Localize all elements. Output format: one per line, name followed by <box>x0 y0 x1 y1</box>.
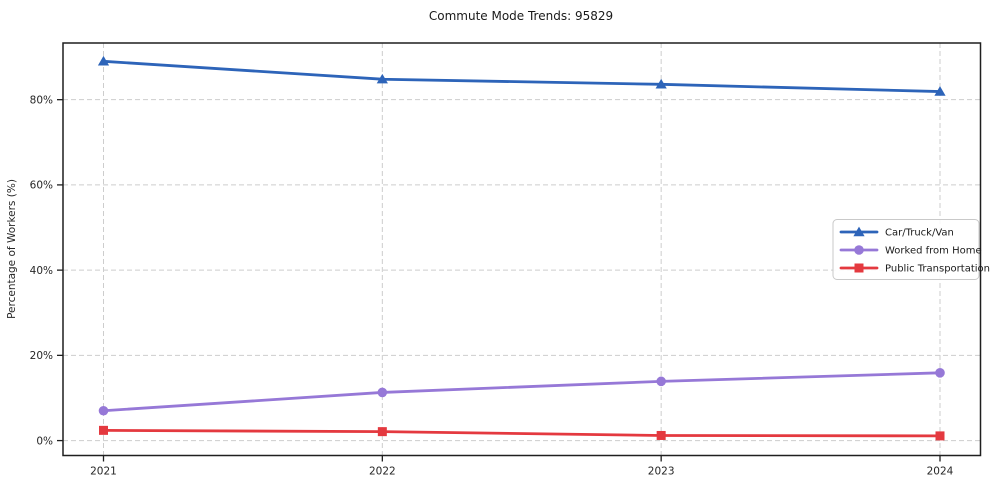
legend: Car/Truck/Van Worked from Home Public Tran… <box>832 219 990 280</box>
series-line-car-truck-van <box>102 59 942 93</box>
legend-label: Car/Truck/Van <box>885 228 954 239</box>
legend-item-worked-from-home: Worked from Home <box>839 245 982 257</box>
plot-border <box>62 42 982 457</box>
legend-marker-circle-icon <box>854 245 864 255</box>
data-point-public-transportation-2023 <box>656 430 666 440</box>
x-tick-label: 2024 <box>927 466 954 478</box>
series-layer <box>97 55 946 441</box>
data-point-worked-from-home-2021 <box>98 405 109 416</box>
legend-box <box>832 219 980 280</box>
data-point-car-truck-van-2023 <box>655 78 667 89</box>
y-tick-label: 0% <box>36 435 53 447</box>
data-point-car-truck-van-2022 <box>376 73 388 84</box>
legend-item-public-transportation: Public Transportation <box>839 263 990 275</box>
legend-item-car-truck-van: Car/Truck/Van <box>839 226 954 239</box>
data-point-car-truck-van-2024 <box>934 86 946 96</box>
x-tick-label: 2021 <box>90 466 117 478</box>
legend-marker-triangle-icon <box>853 226 865 237</box>
data-point-car-truck-van-2021 <box>97 55 110 66</box>
grid <box>63 43 981 456</box>
y-tick-label: 60% <box>30 180 53 192</box>
y-tick-label: 20% <box>30 350 53 362</box>
data-point-public-transportation-2022 <box>377 427 387 437</box>
data-point-public-transportation-2021 <box>99 425 108 435</box>
series-car-truck-van <box>97 55 946 96</box>
series-line-public-transportation <box>102 428 942 438</box>
y-axis-label: Percentage of Workers (%) <box>6 179 18 319</box>
y-tick-label: 40% <box>30 265 53 277</box>
legend-label: Public Transportation <box>885 264 990 275</box>
chart-title: Commute Mode Trends: 95829 <box>429 9 613 23</box>
x-tick-label: 2023 <box>648 466 675 478</box>
y-tick-label: 80% <box>30 94 53 106</box>
data-point-worked-from-home-2023 <box>656 376 666 387</box>
legend-label: Worked from Home <box>885 246 982 257</box>
data-point-worked-from-home-2022 <box>377 387 388 398</box>
axes: 0% 20% 40% 60% 80% 2021 2022 2023 2024 <box>30 42 982 478</box>
series-public-transportation <box>99 425 945 441</box>
data-point-public-transportation-2024 <box>935 431 945 441</box>
series-line-worked-from-home <box>102 371 942 413</box>
data-point-worked-from-home-2024 <box>935 368 945 378</box>
x-tick-label: 2022 <box>369 466 396 478</box>
series-worked-from-home <box>98 368 945 416</box>
legend-marker-square-icon <box>854 263 864 273</box>
